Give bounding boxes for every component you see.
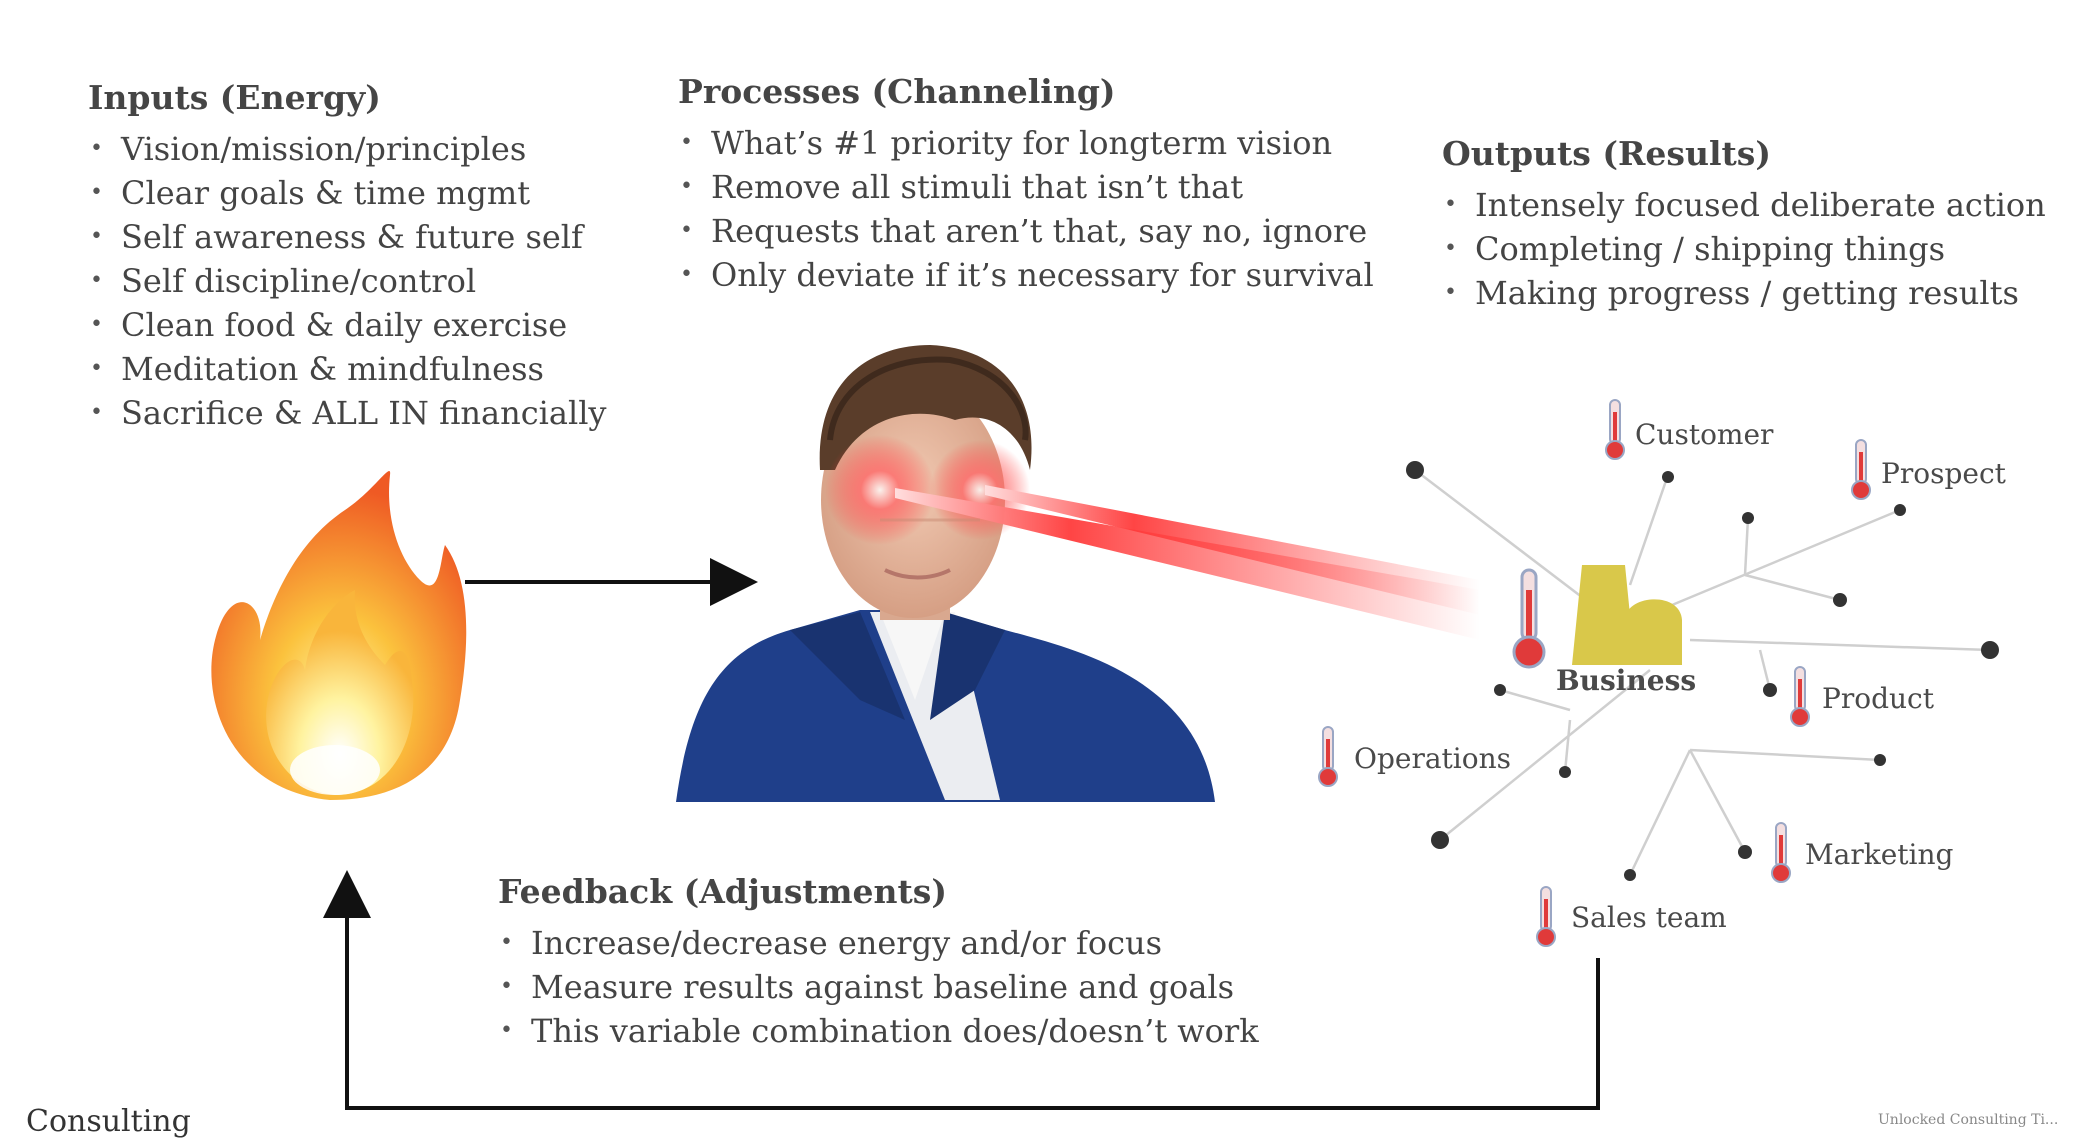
list-item: What’s #1 priority for longterm vision bbox=[678, 121, 1374, 165]
list-item: Completing / shipping things bbox=[1442, 227, 2046, 271]
list-item: Only deviate if it’s necessary for survi… bbox=[678, 253, 1374, 297]
thermometer-icon bbox=[1790, 666, 1810, 727]
thermometer-icon bbox=[1851, 439, 1871, 500]
node-label-sales-team: Sales team bbox=[1571, 901, 1727, 934]
node-label-customer: Customer bbox=[1635, 418, 1774, 451]
person-laser-eyes bbox=[676, 345, 1480, 802]
node-label-marketing: Marketing bbox=[1805, 838, 1954, 871]
list-item: Sacrifice & ALL IN financially bbox=[88, 391, 607, 435]
list-item: Intensely focused deliberate action bbox=[1442, 183, 2046, 227]
network-nodes bbox=[1406, 461, 1999, 881]
list-item: Remove all stimuli that isn’t that bbox=[678, 165, 1374, 209]
processes-section: Processes (Channeling) What’s #1 priorit… bbox=[678, 72, 1374, 297]
list-item: Self discipline/control bbox=[88, 259, 607, 303]
node-label-operations: Operations bbox=[1354, 742, 1511, 775]
node-label-prospect: Prospect bbox=[1881, 457, 2007, 490]
node-label-product: Product bbox=[1822, 682, 1935, 715]
business-label: Business bbox=[1556, 664, 1696, 697]
list-item: Self awareness & future self bbox=[88, 215, 607, 259]
feedback-title: Feedback (Adjustments) bbox=[498, 872, 947, 911]
thermometer-icon bbox=[1536, 886, 1556, 947]
processes-title: Processes (Channeling) bbox=[678, 72, 1116, 111]
feedback-loop-arrow bbox=[323, 870, 1600, 1110]
footer-credit: Unlocked Consulting Ti... bbox=[1878, 1112, 2059, 1128]
footer-brand: Consulting bbox=[26, 1104, 191, 1139]
list-item: Making progress / getting results bbox=[1442, 271, 2046, 315]
list-item: Clean food & daily exercise bbox=[88, 303, 607, 347]
list-item: Measure results against baseline and goa… bbox=[498, 965, 1259, 1009]
thermometer-icon bbox=[1605, 399, 1625, 460]
list-item: Clear goals & time mgmt bbox=[88, 171, 607, 215]
feedback-section: Feedback (Adjustments) Increase/decrease… bbox=[498, 872, 1259, 1053]
processes-list: What’s #1 priority for longterm vision R… bbox=[678, 121, 1374, 297]
list-item: Meditation & mindfulness bbox=[88, 347, 607, 391]
outputs-section: Outputs (Results) Intensely focused deli… bbox=[1442, 134, 2046, 315]
laser-beam bbox=[985, 485, 1480, 615]
thermometer-icon bbox=[1318, 726, 1338, 787]
inputs-title: Inputs (Energy) bbox=[88, 78, 381, 117]
factory-icon bbox=[1572, 565, 1682, 665]
thermometer-icon bbox=[1512, 568, 1546, 669]
fire-icon bbox=[211, 470, 467, 800]
inputs-list: Vision/mission/principles Clear goals & … bbox=[88, 127, 607, 435]
inputs-section: Inputs (Energy) Vision/mission/principle… bbox=[88, 78, 607, 435]
business-network bbox=[1414, 469, 1991, 876]
list-item: Increase/decrease energy and/or focus bbox=[498, 921, 1259, 965]
outputs-title: Outputs (Results) bbox=[1442, 134, 1771, 173]
outputs-list: Intensely focused deliberate action Comp… bbox=[1442, 183, 2046, 315]
feedback-list: Increase/decrease energy and/or focus Me… bbox=[498, 921, 1259, 1053]
laser-beam bbox=[895, 488, 1480, 640]
list-item: Vision/mission/principles bbox=[88, 127, 607, 171]
thermometer-icon bbox=[1771, 822, 1791, 883]
list-item: This variable combination does/doesn’t w… bbox=[498, 1009, 1259, 1053]
list-item: Requests that aren’t that, say no, ignor… bbox=[678, 209, 1374, 253]
